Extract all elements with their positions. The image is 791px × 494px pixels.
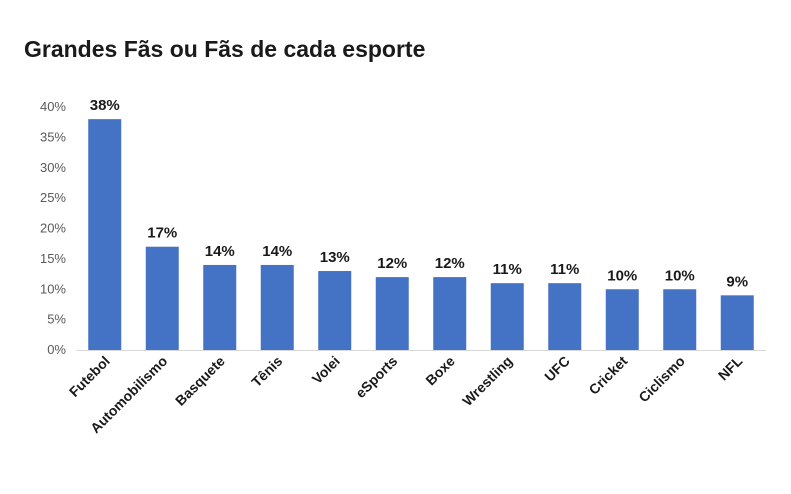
category-label: Tênis [248, 353, 285, 390]
data-label: 12% [435, 255, 465, 272]
category-label: Wrestling [459, 353, 515, 409]
data-label: 13% [320, 249, 350, 266]
bar [260, 264, 294, 350]
y-tick-label: 35% [40, 129, 66, 144]
data-label: 14% [262, 243, 292, 260]
y-tick-label: 20% [40, 221, 66, 236]
y-axis-ticks: 0% 5% 10% 15% 20% 25% 30% 35% 40% [40, 99, 66, 357]
category-label: Boxe [422, 353, 458, 389]
data-label: 9% [726, 273, 748, 290]
data-label: 10% [607, 267, 637, 284]
y-tick-label: 25% [40, 190, 66, 205]
bar [720, 295, 754, 350]
data-label: 12% [377, 255, 407, 272]
category-label: UFC [541, 353, 573, 385]
category-label: Basquete [172, 353, 228, 409]
data-label: 11% [493, 261, 522, 278]
bar [433, 277, 467, 350]
data-label: 38% [90, 97, 120, 114]
data-label: 10% [665, 267, 695, 284]
category-label: Ciclismo [635, 353, 688, 406]
bar [203, 264, 237, 350]
chart-title: Grandes Fãs ou Fãs de cada esporte [24, 36, 426, 62]
y-tick-label: 5% [47, 312, 66, 327]
y-tick-label: 0% [47, 342, 66, 357]
data-label: 11% [550, 261, 579, 278]
category-label: NFL [715, 352, 746, 383]
bars [88, 119, 754, 351]
y-tick-label: 10% [40, 281, 66, 296]
category-label: Cricket [585, 353, 630, 398]
category-label: eSports [352, 353, 400, 401]
bar [88, 119, 122, 351]
bar [145, 246, 179, 350]
bar [375, 277, 409, 350]
y-tick-label: 15% [40, 251, 66, 266]
category-label: Futebol [66, 353, 113, 400]
data-labels: 38% 17% 14% 14% 13% 12% 12% 11% 11% 10% 10% 9% [90, 97, 748, 290]
data-label: 14% [205, 243, 235, 260]
data-label: 17% [147, 225, 177, 242]
bar [318, 271, 352, 350]
bar [490, 283, 524, 350]
y-tick-label: 30% [40, 160, 66, 175]
y-tick-label: 40% [40, 99, 66, 114]
bar [548, 283, 582, 350]
bar [605, 289, 639, 350]
bar [663, 289, 697, 350]
category-label: Volei [309, 353, 343, 387]
